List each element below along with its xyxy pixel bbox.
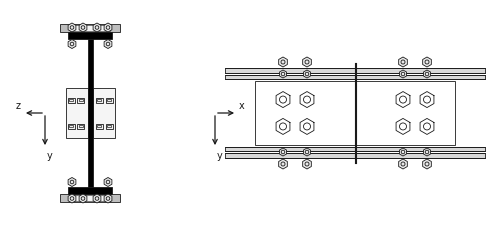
Text: x: x — [239, 101, 245, 111]
Bar — [70, 25, 110, 31]
Text: y: y — [47, 151, 53, 161]
Polygon shape — [304, 70, 310, 78]
Polygon shape — [302, 57, 312, 67]
Bar — [68, 187, 112, 194]
Bar — [68, 97, 74, 103]
Bar — [78, 97, 84, 103]
Polygon shape — [422, 159, 432, 169]
Bar — [69, 99, 73, 101]
Polygon shape — [68, 194, 76, 203]
Bar — [225, 147, 485, 151]
Polygon shape — [398, 57, 407, 67]
Polygon shape — [278, 57, 287, 67]
Polygon shape — [68, 178, 76, 187]
Polygon shape — [104, 194, 112, 203]
Bar — [106, 97, 112, 103]
Bar — [225, 75, 485, 79]
Bar — [68, 124, 74, 128]
Bar — [97, 99, 101, 101]
Bar — [66, 88, 88, 138]
Polygon shape — [280, 70, 286, 78]
Bar — [69, 125, 73, 127]
Polygon shape — [424, 70, 430, 78]
Polygon shape — [280, 148, 286, 156]
Polygon shape — [302, 159, 312, 169]
Bar — [60, 194, 120, 202]
Polygon shape — [93, 23, 101, 32]
Polygon shape — [424, 148, 430, 156]
Polygon shape — [400, 148, 406, 156]
Bar — [355, 81, 455, 145]
Polygon shape — [400, 70, 406, 78]
Bar — [70, 195, 110, 201]
Bar — [88, 39, 92, 187]
Bar — [68, 32, 112, 39]
Bar — [225, 153, 485, 158]
Bar — [255, 81, 355, 145]
Polygon shape — [104, 40, 112, 49]
Polygon shape — [398, 159, 407, 169]
Polygon shape — [422, 57, 432, 67]
Bar — [107, 125, 111, 127]
Polygon shape — [68, 23, 76, 32]
Text: y: y — [217, 151, 223, 161]
Polygon shape — [79, 194, 87, 203]
Bar — [79, 125, 83, 127]
Polygon shape — [104, 178, 112, 187]
Bar — [92, 88, 114, 138]
Bar — [79, 99, 83, 101]
Bar — [96, 97, 102, 103]
Polygon shape — [304, 148, 310, 156]
Bar — [97, 125, 101, 127]
Polygon shape — [79, 23, 87, 32]
Bar — [60, 24, 120, 32]
Bar — [225, 68, 485, 73]
Text: z: z — [16, 101, 21, 111]
Bar — [107, 99, 111, 101]
Polygon shape — [93, 194, 101, 203]
Bar — [106, 124, 112, 128]
Bar — [96, 124, 102, 128]
Bar — [78, 124, 84, 128]
Polygon shape — [104, 23, 112, 32]
Polygon shape — [68, 40, 76, 49]
Polygon shape — [278, 159, 287, 169]
